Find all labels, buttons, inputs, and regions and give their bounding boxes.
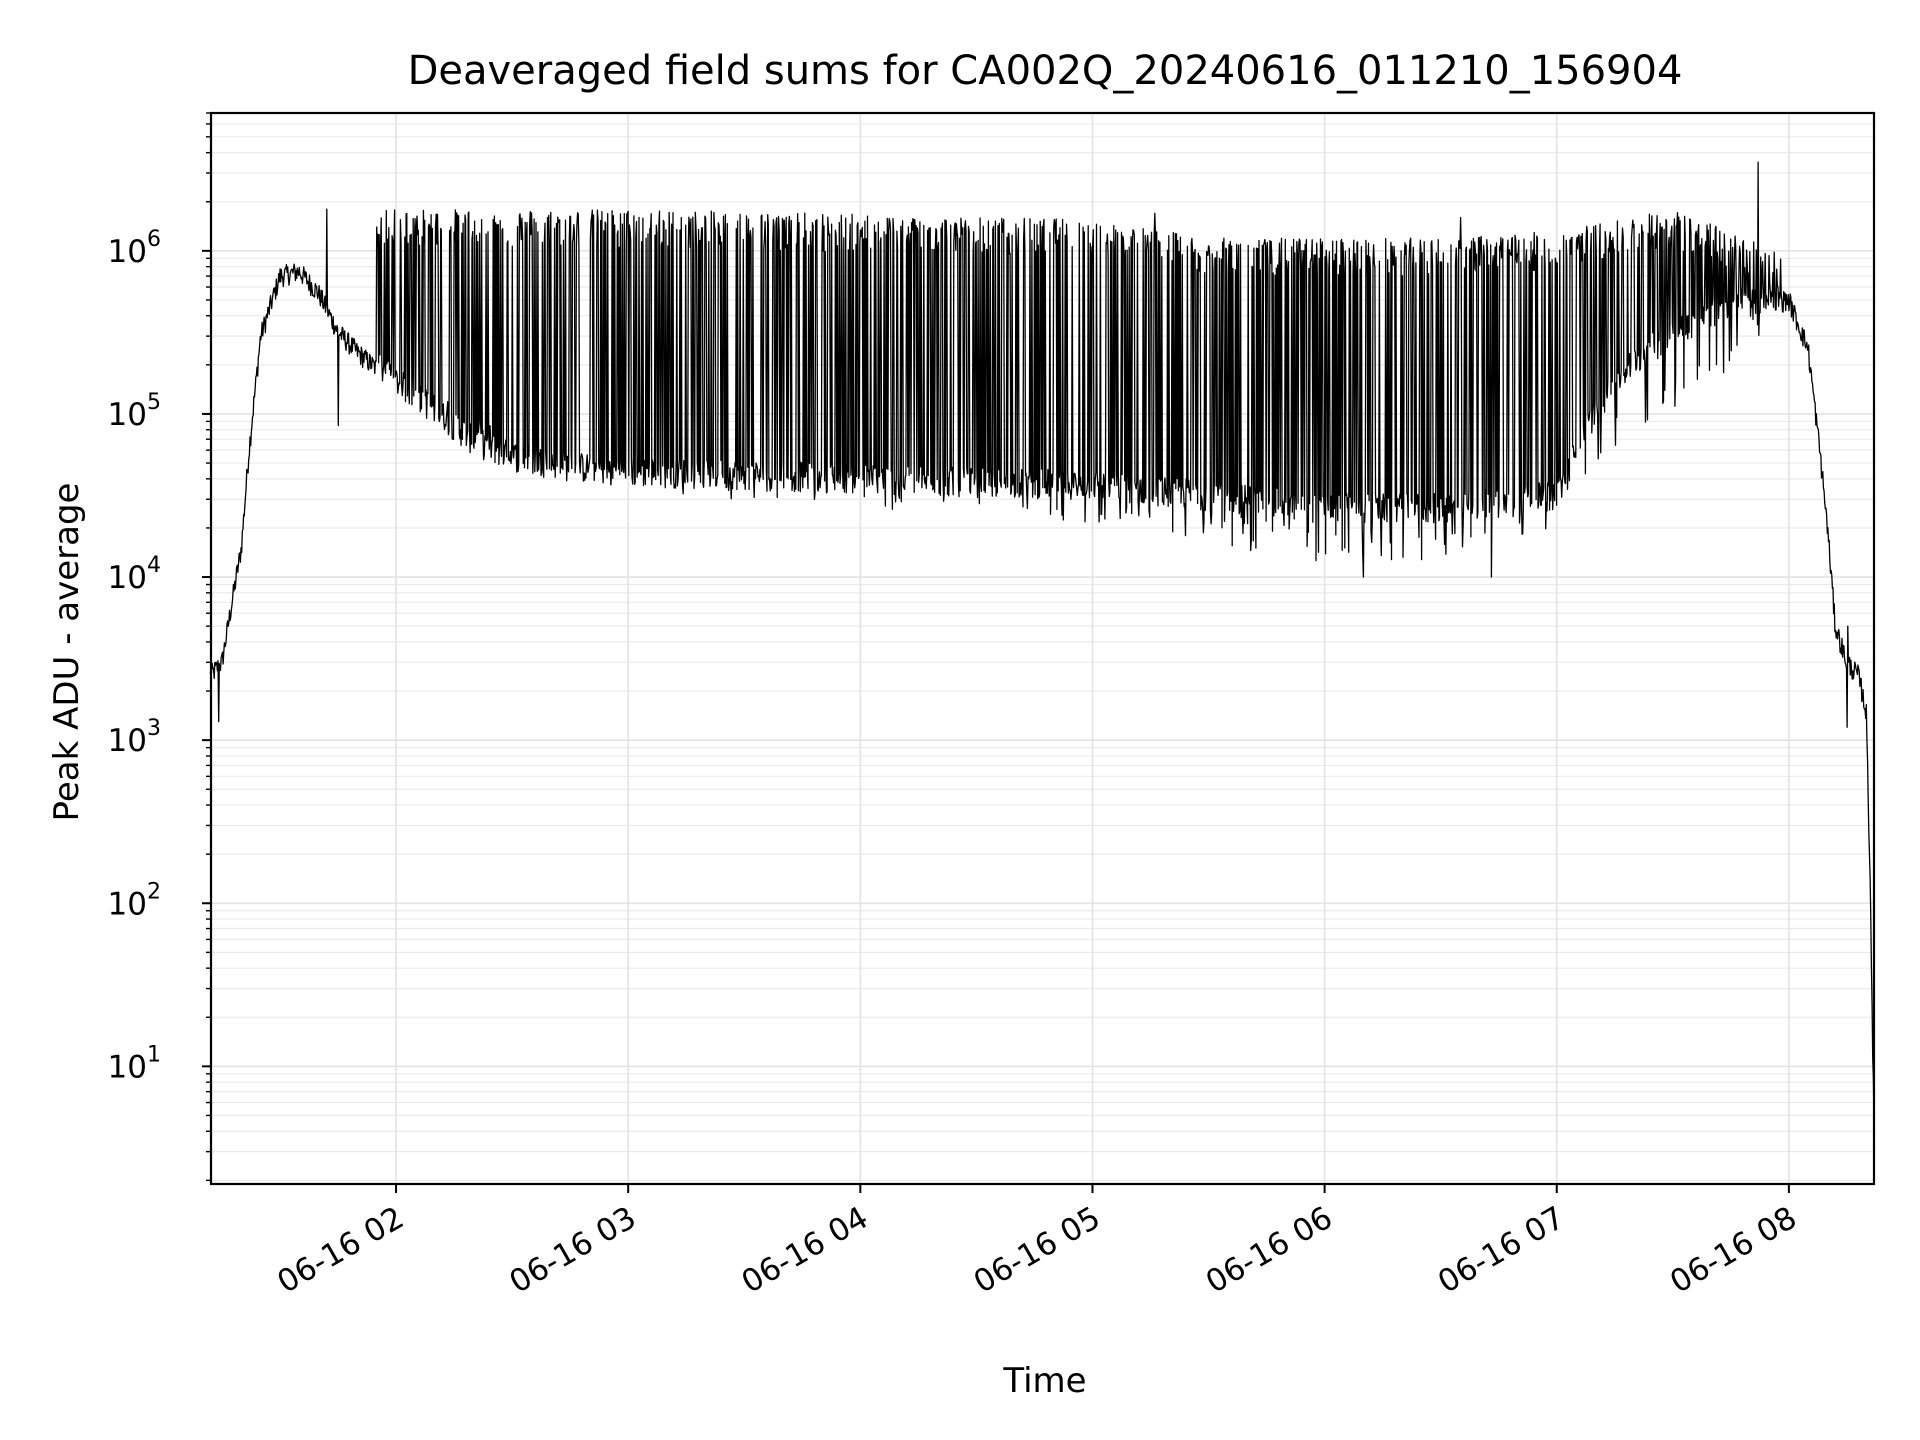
y-tick-label: 106 <box>108 227 161 270</box>
y-tick-exponent: 1 <box>147 1042 161 1067</box>
series-plot <box>209 161 1875 1123</box>
y-tick-exponent: 4 <box>147 553 161 578</box>
y-tick-label: 102 <box>108 879 161 922</box>
x-tick-label: 06-16 07 <box>1432 1200 1571 1301</box>
x-tick-label: 06-16 03 <box>503 1200 642 1301</box>
y-tick-label: 101 <box>108 1042 161 1085</box>
x-tick-label: 06-16 06 <box>1200 1200 1339 1301</box>
x-axis: 06-16 02 06-16 03 06-16 04 06-16 05 06-16 06… <box>271 1184 1803 1301</box>
y-tick-exponent: 5 <box>147 390 161 415</box>
y-axis: 101 102 103 104 105 106 <box>108 112 211 1182</box>
chart-title: Deaveraged field sums for CA002Q_2024061… <box>408 48 1683 94</box>
y-tick-label: 105 <box>108 390 161 433</box>
axes-frame <box>209 111 1876 1186</box>
x-tick-label: 06-16 05 <box>968 1200 1107 1301</box>
y-tick-exponent: 6 <box>147 227 161 252</box>
y-tick-exponent: 3 <box>147 716 161 741</box>
series-line <box>209 161 1875 1123</box>
x-tick-label: 06-16 08 <box>1664 1200 1803 1301</box>
y-tick-label: 104 <box>108 553 161 596</box>
y-axis-label: Peak ADU - average <box>47 483 87 822</box>
y-tick-exponent: 2 <box>147 879 161 904</box>
y-tick-label: 103 <box>108 716 161 759</box>
x-tick-label: 06-16 02 <box>271 1200 410 1301</box>
x-axis-label: Time <box>1002 1361 1086 1401</box>
x-tick-label: 06-16 04 <box>736 1200 875 1301</box>
